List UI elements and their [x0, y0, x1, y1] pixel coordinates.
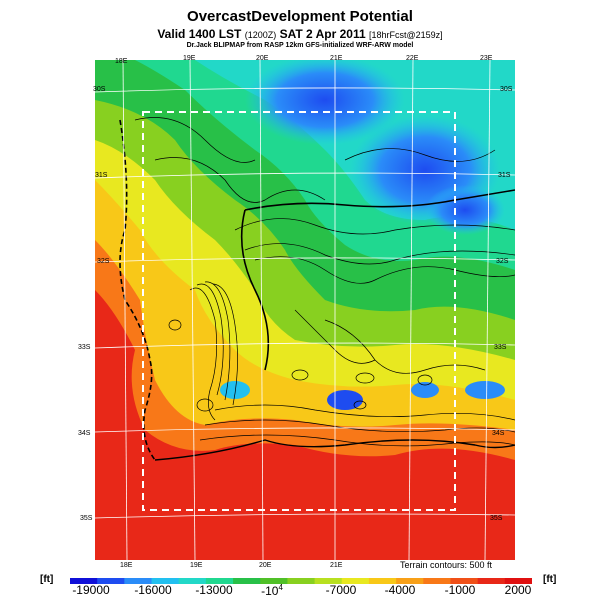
colorbar-label-3: -13000: [195, 583, 233, 597]
colorbar-swatch-15: [450, 578, 479, 584]
colorbar-unit-right: [ft]: [543, 574, 557, 585]
colorbar-swatch-3: [124, 578, 153, 584]
lon-label-bottom-3: 20E: [259, 562, 272, 569]
colorbar-swatch-11: [341, 578, 370, 584]
forecast-info: [18hrFcst@2159z]: [368, 30, 443, 40]
colorbar-unit-left: [ft]: [40, 574, 54, 585]
boundary-north: [244, 189, 515, 211]
lon-label-top-4: 21E: [330, 55, 343, 62]
lon-label-top-1: 18E: [115, 58, 128, 65]
lat-label-left-5: 34S: [78, 430, 91, 437]
chart-title: OvercastDevelopment Potential: [187, 8, 413, 25]
lon-label-bottom-1: 18E: [120, 562, 133, 569]
field-blue-spot-1: [327, 390, 363, 410]
grid-lines: [95, 60, 515, 560]
inner-domain-box: [142, 111, 456, 511]
colorbar-swatch-6: [205, 578, 234, 584]
valid-time: Valid 1400 LST: [157, 27, 242, 41]
colorbar-swatch-13: [396, 578, 424, 584]
field-blue-spot-2: [411, 382, 439, 398]
terrain-contour-note: Terrain contours: 500 ft: [400, 560, 493, 570]
colorbar-swatch-4: [151, 578, 180, 584]
colorbar-label-2: -16000: [134, 583, 172, 597]
lon-label-bottom-2: 19E: [190, 562, 203, 569]
colorbar-swatch-14: [423, 578, 451, 584]
forecast-map: [95, 60, 515, 560]
boundary-west: [240, 209, 270, 371]
colorbar-swatch-12: [368, 578, 397, 584]
colorbar-label-4: -104: [261, 583, 283, 598]
lat-label-right-4: 33S: [494, 344, 507, 351]
lon-label-top-6: 23E: [480, 55, 493, 62]
colorbar-swatch-17: [504, 578, 532, 584]
lon-label-top-2: 19E: [183, 55, 196, 62]
field-blue-spot-3: [465, 381, 505, 399]
field-blue-far-east: [425, 185, 505, 235]
lat-label-right-5: 34S: [492, 430, 505, 437]
colorbar-label-4-base: -10: [261, 584, 279, 598]
colorbar-swatch-1: [70, 578, 98, 584]
south-coast: [154, 439, 515, 461]
field-cyan-spot: [220, 381, 250, 399]
utc-time: (1200Z): [244, 30, 277, 40]
lat-label-right-6: 35S: [490, 515, 503, 522]
lat-label-left-3: 32S: [97, 258, 110, 265]
lat-label-right-2: 31S: [498, 172, 511, 179]
chart-subtitle: Valid 1400 LST (1200Z) SAT 2 Apr 2011 [1…: [0, 27, 600, 41]
credit-line: Dr.Jack BLIPMAP from RASP 12km GFS-initi…: [186, 42, 414, 49]
colorbar-label-7: -1000: [444, 583, 476, 597]
lon-label-bottom-4: 21E: [330, 562, 343, 569]
terrain-contours: [134, 117, 515, 447]
colorbar-swatch-8: [260, 578, 288, 584]
lat-label-left-1: 30S: [93, 86, 106, 93]
colorbar-swatch-7: [233, 578, 261, 584]
colorbar-label-8: 2000: [504, 583, 532, 597]
lat-label-right-1: 30S: [500, 86, 513, 93]
colorbar-label-5: -7000: [325, 583, 357, 597]
lat-label-right-3: 32S: [496, 258, 509, 265]
colorbar-swatch-5: [178, 578, 207, 584]
valid-date: SAT 2 Apr 2011: [279, 27, 366, 41]
lat-label-left-6: 35S: [80, 515, 93, 522]
colorbar-swatch-9: [287, 578, 316, 584]
coastline: [119, 119, 156, 461]
colorbar-swatch-2: [97, 578, 125, 584]
lon-label-top-3: 20E: [256, 55, 269, 62]
colorbar-label-4-exp: 4: [278, 583, 283, 592]
colorbar-label-1: -19000: [72, 583, 110, 597]
colorbar-label-6: -4000: [384, 583, 416, 597]
lat-label-left-4: 33S: [78, 344, 91, 351]
lon-label-top-5: 22E: [406, 55, 419, 62]
colorbar-swatch-10: [314, 578, 343, 584]
lat-label-left-2: 31S: [95, 172, 108, 179]
colorbar-swatch-16: [477, 578, 506, 584]
field-blue-north: [245, 60, 405, 145]
colorbar: [70, 578, 532, 584]
